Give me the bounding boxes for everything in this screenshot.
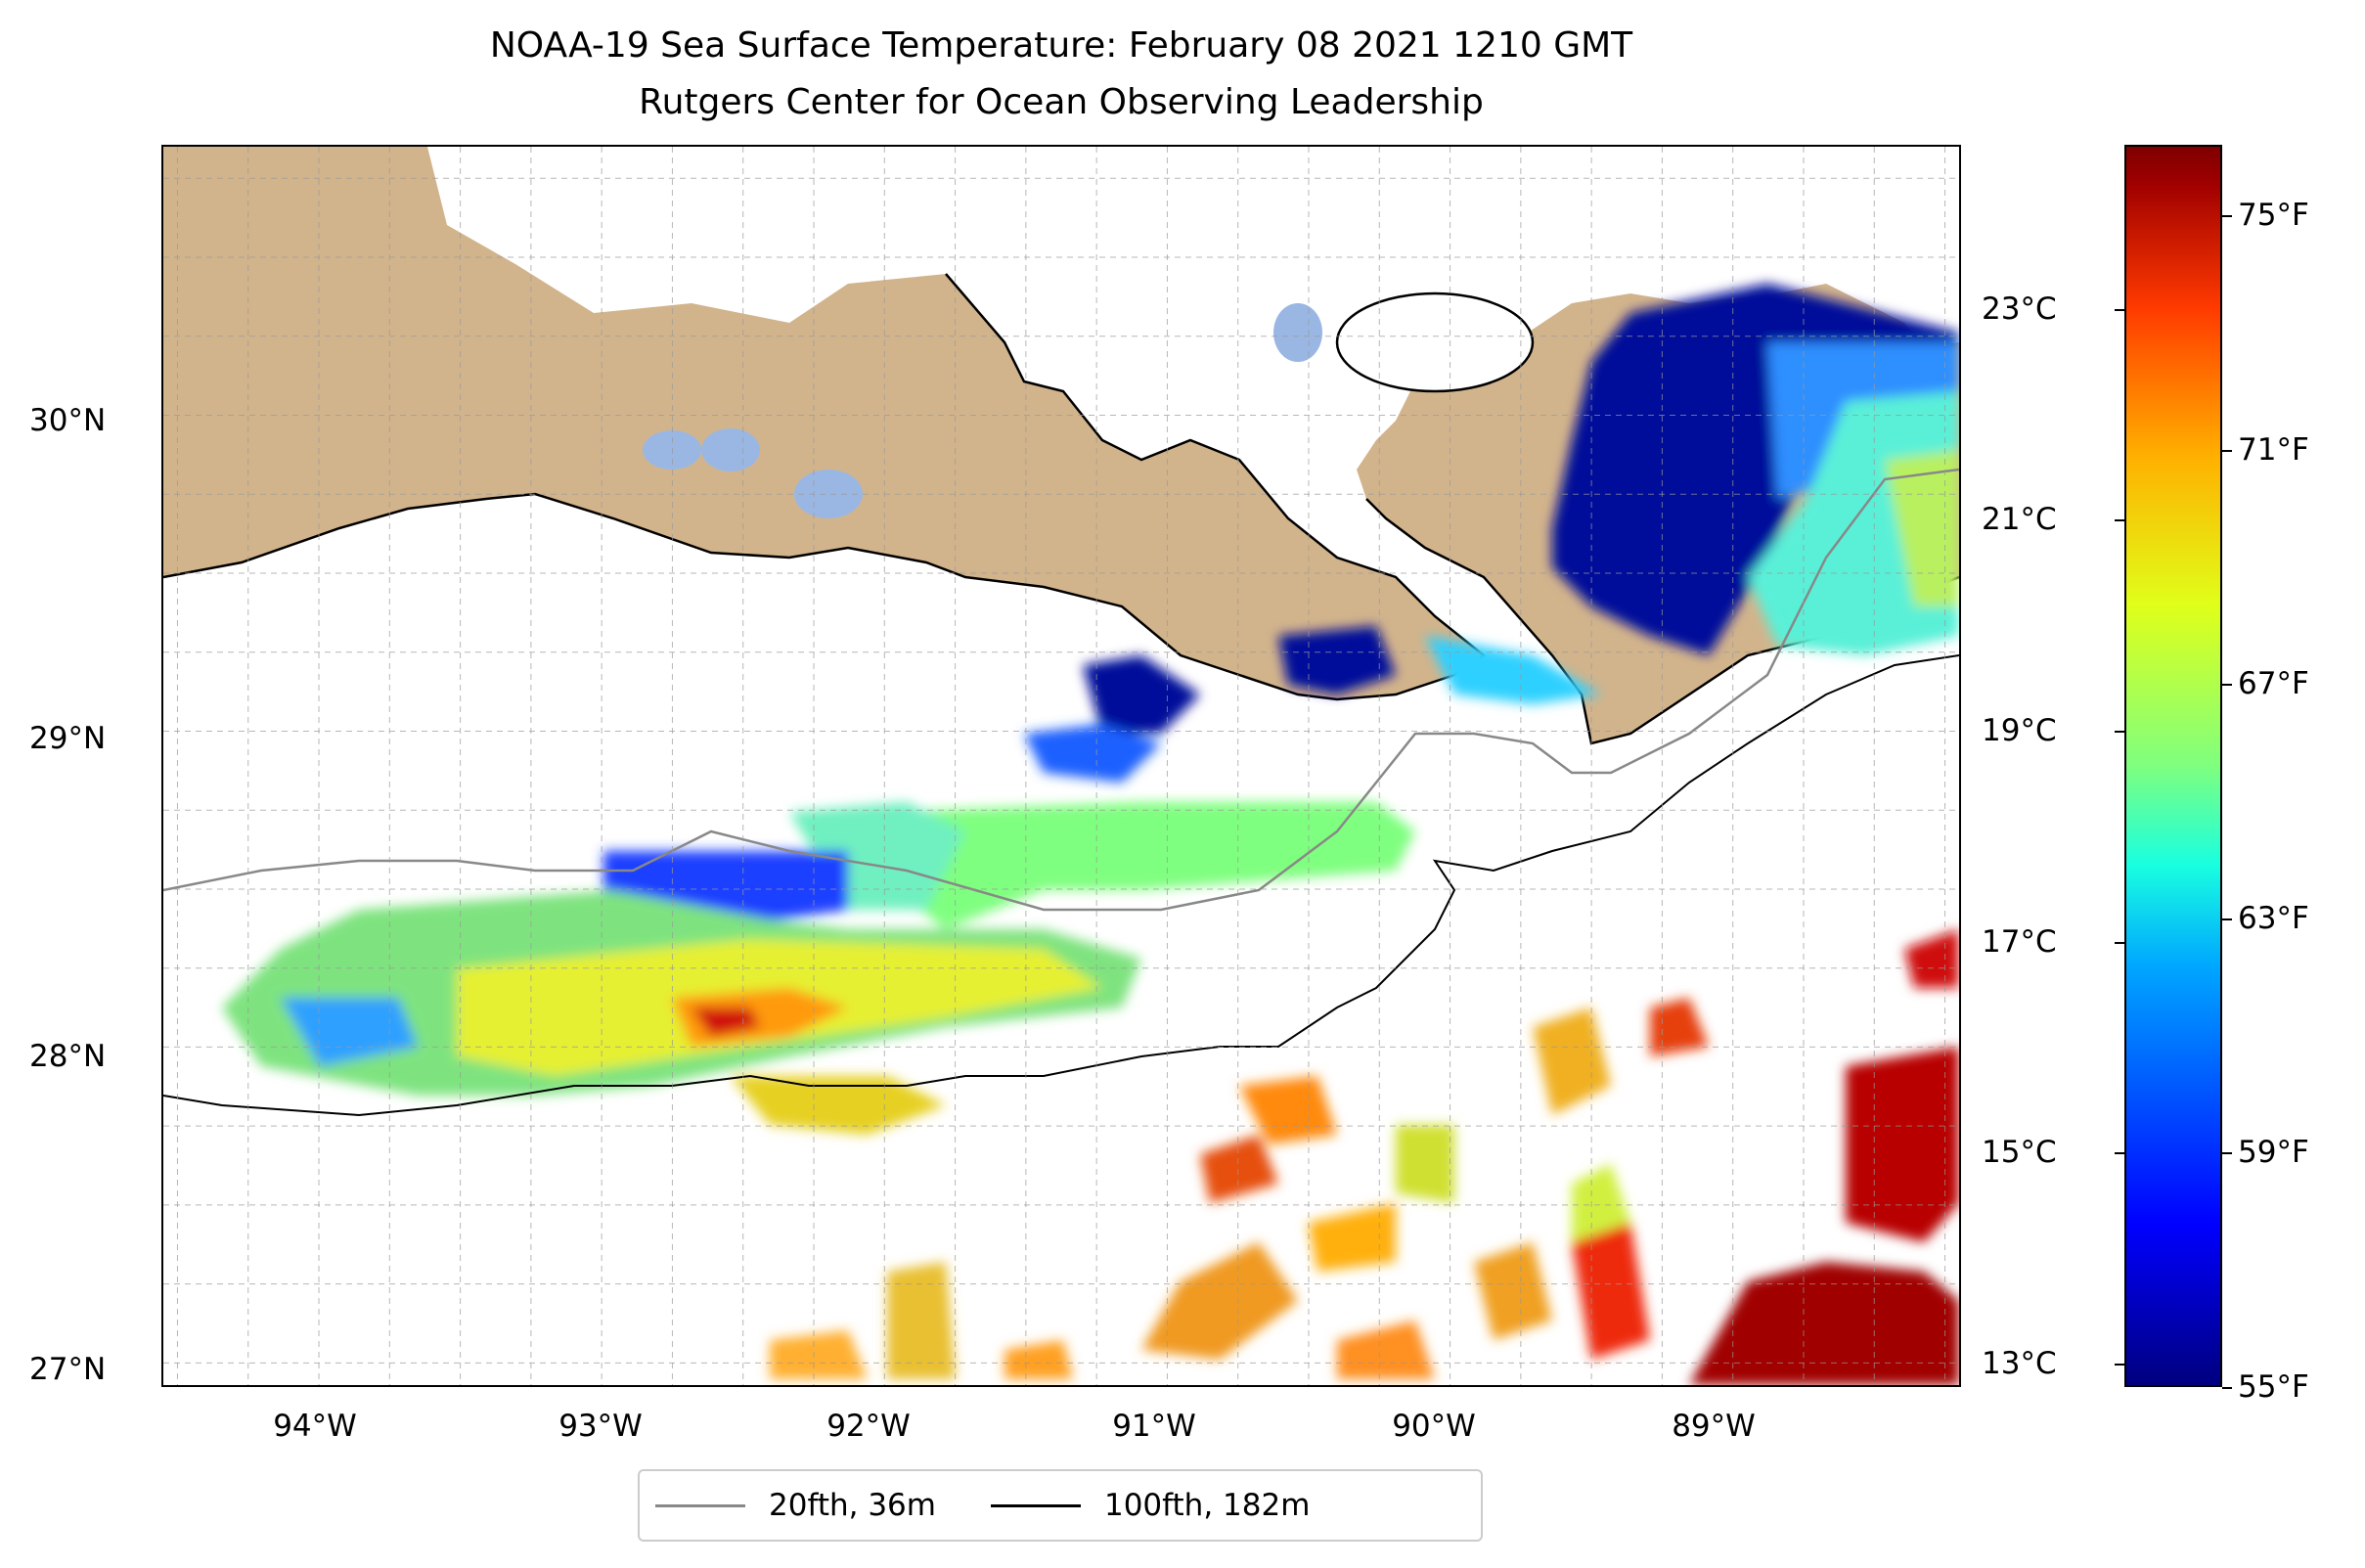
legend-label: 20fth, 36m — [769, 1488, 936, 1523]
colorbar-label-c: 13°C — [1982, 1346, 2057, 1382]
colorbar-label-f: 59°F — [2238, 1135, 2309, 1171]
isobath-legend: 20fth, 36m 100fth, 182m — [638, 1469, 1483, 1542]
colorbar-label-c: 21°C — [1982, 502, 2057, 538]
colorbar-tick-f — [2222, 214, 2232, 217]
land-mass — [163, 147, 1959, 743]
x-tick-label: 90°W — [1392, 1409, 1476, 1444]
isobath-20fth — [163, 468, 1959, 912]
y-tick-label: 28°N — [29, 1039, 107, 1074]
legend-label: 100fth, 182m — [1103, 1488, 1311, 1523]
colorbar-tick-c — [2115, 941, 2124, 944]
colorbar-tick-f — [2222, 918, 2232, 920]
colorbar-tick-f — [2222, 1152, 2232, 1155]
y-tick-label: 30°N — [29, 403, 107, 438]
y-tick-label: 27°N — [29, 1352, 107, 1387]
inland-water — [701, 428, 760, 471]
colorbar-label-f: 71°F — [2238, 431, 2309, 468]
legend-entry-100fth: 100fth, 182m — [990, 1488, 1311, 1523]
colorbar-label-f: 75°F — [2238, 197, 2309, 233]
x-tick-label: 93°W — [558, 1409, 643, 1444]
lake — [1335, 291, 1535, 393]
colorbar-tick-f — [2222, 1387, 2232, 1389]
x-tick-label: 94°W — [273, 1409, 357, 1444]
colorbar-tick-c — [2115, 731, 2124, 734]
sst-map[interactable] — [161, 145, 1961, 1387]
colorbar-tick-c — [2115, 519, 2124, 522]
colorbar-tick-c — [2115, 1364, 2124, 1366]
colorbar-label-c: 19°C — [1982, 713, 2057, 749]
inland-water — [794, 470, 863, 518]
colorbar-label-c: 23°C — [1982, 291, 2057, 327]
colorbar-label-c: 15°C — [1982, 1135, 2057, 1171]
map-subtitle: Rutgers Center for Ocean Observing Leade… — [639, 82, 1484, 122]
legend-line-gray — [655, 1503, 745, 1507]
colorbar-tick-c — [2115, 1152, 2124, 1155]
colorbar-tick-c — [2115, 308, 2124, 311]
y-tick-label: 29°N — [29, 721, 107, 756]
colorbar — [2124, 145, 2222, 1387]
colorbar-tick-f — [2222, 449, 2232, 452]
x-tick-label: 92°W — [826, 1409, 911, 1444]
colorbar-tick-f — [2222, 684, 2232, 687]
map-title: NOAA-19 Sea Surface Temperature: Februar… — [489, 25, 1633, 66]
isobath-100fth — [163, 654, 1959, 1117]
colorbar-label-c: 17°C — [1982, 923, 2057, 960]
sst-data — [222, 284, 1959, 1385]
x-tick-label: 89°W — [1672, 1409, 1756, 1444]
sst-map-canvas — [163, 147, 1959, 1385]
colorbar-label-f: 67°F — [2238, 666, 2309, 702]
colorbar-label-f: 55°F — [2238, 1369, 2309, 1405]
x-tick-label: 91°W — [1112, 1409, 1196, 1444]
legend-entry-20fth: 20fth, 36m — [655, 1488, 936, 1523]
gridlines — [163, 147, 1959, 1385]
colorbar-label-f: 63°F — [2238, 900, 2309, 936]
inland-water — [1273, 303, 1322, 362]
legend-line-black — [990, 1503, 1081, 1507]
